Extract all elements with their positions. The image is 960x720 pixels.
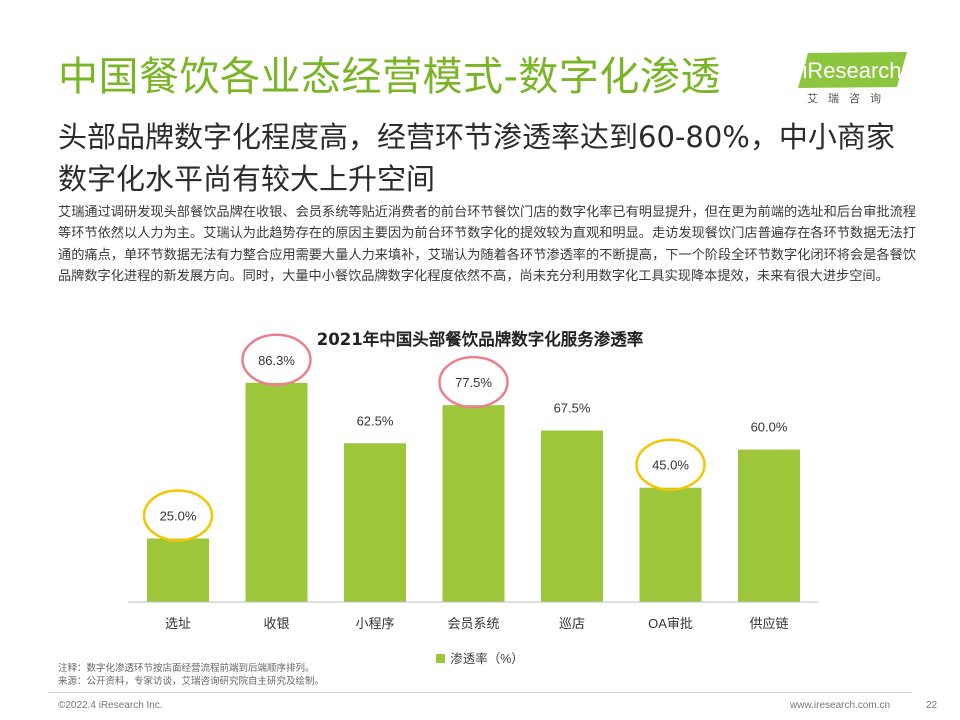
logo-subtext: 艾瑞咨询	[807, 92, 891, 105]
bar-1	[245, 382, 308, 602]
data-label-2: 62.5%	[357, 413, 394, 428]
page-title: 中国餐饮各业态经营模式-数字化渗透	[58, 54, 721, 100]
footer-divider	[48, 692, 912, 693]
page-number: 22	[926, 700, 938, 711]
data-label-4: 67.5%	[554, 401, 591, 416]
x-tick-label-0: 选址	[165, 616, 191, 631]
body-paragraph: 艾瑞通过调研发现头部餐饮品牌在收银、会员系统等贴近消费者的前台环节餐饮门店的数字…	[58, 205, 916, 284]
highlight-circle-5	[635, 438, 706, 491]
data-label-0: 25.0%	[160, 509, 197, 524]
x-tick-label-1: 收银	[263, 616, 289, 631]
footer-copyright: ©2022.4 iResearch Inc.	[58, 700, 163, 711]
data-label-5: 45.0%	[652, 458, 689, 473]
note-text: 注释：数字化渗透环节按店面经营流程前端到后端顺序排列。	[58, 663, 315, 674]
legend-label: 渗透率（%）	[450, 652, 524, 666]
logo-flag-icon: iResearch	[798, 52, 907, 88]
logo-text: iResearch	[802, 58, 901, 83]
bar-3	[442, 405, 505, 602]
slide-subtitle: 头部品牌数字化程度高，经营环节渗透率达到60-80%，中小商家数字化水平尚有较大…	[58, 120, 895, 196]
legend-swatch	[436, 654, 446, 663]
x-tick-label-3: 会员系统	[447, 616, 499, 631]
x-tick-label-2: 小程序	[355, 616, 394, 631]
chart-notes: 注释：数字化渗透环节按店面经营流程前端到后端顺序排列。 来源：公开资料，专家访谈…	[58, 662, 324, 688]
iresearch-logo: iResearch 艾瑞咨询	[790, 52, 910, 108]
chart-legend: 渗透率（%）	[0, 648, 960, 667]
highlight-circle-3	[438, 355, 509, 409]
bar-0	[147, 538, 209, 602]
x-tick-label-6: 供应链	[749, 616, 788, 631]
bar-6	[738, 449, 800, 602]
bar-2	[344, 443, 406, 602]
source-text: 来源：公开资料，专家访谈，艾瑞咨询研究院自主研究及绘制。	[58, 676, 325, 687]
bar-4	[541, 430, 603, 602]
chart-title: 2021年中国头部餐饮品牌数字化服务渗透率	[316, 330, 644, 349]
bar-5	[639, 487, 702, 602]
data-label-3: 77.5%	[455, 375, 492, 390]
x-tick-label-4: 巡店	[559, 616, 585, 631]
data-label-6: 60.0%	[751, 420, 788, 435]
data-label-1: 86.3%	[258, 353, 295, 368]
x-tick-label-5: OA审批	[648, 616, 693, 631]
highlight-circle-0	[142, 489, 214, 542]
footer-website[interactable]: www.iresearch.com.cn	[790, 700, 891, 711]
